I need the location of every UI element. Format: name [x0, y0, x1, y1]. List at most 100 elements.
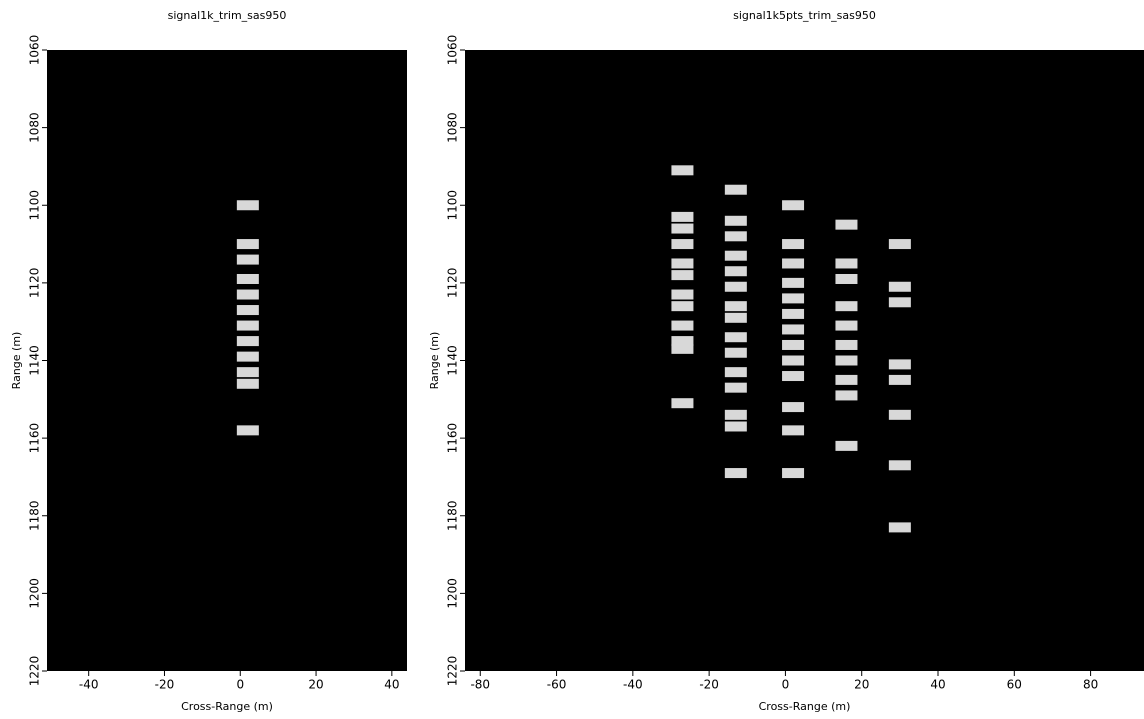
x-tick-label: 80: [1083, 678, 1098, 692]
target-return: [782, 425, 805, 436]
target-return: [835, 258, 858, 269]
target-return: [782, 402, 805, 413]
plot-area: [465, 50, 1144, 671]
target-return: [888, 522, 911, 533]
target-return: [724, 301, 747, 312]
x-tick-label: -40: [623, 678, 643, 692]
y-tick-label: 1060: [28, 35, 42, 66]
target-return: [888, 281, 911, 292]
x-tick-label: -40: [79, 678, 99, 692]
y-tick-label: 1160: [446, 423, 460, 454]
y-axis-label: Range (m): [10, 332, 23, 390]
y-tick-label: 1140: [446, 345, 460, 376]
x-tick-label: -80: [470, 678, 490, 692]
y-tick-label: 1080: [446, 112, 460, 143]
y-tick-label: 1120: [28, 268, 42, 299]
target-return: [236, 273, 259, 284]
target-return: [671, 301, 694, 312]
target-return: [835, 440, 858, 451]
target-return: [782, 239, 805, 250]
x-tick-label: 40: [930, 678, 945, 692]
target-return: [724, 347, 747, 358]
target-return: [782, 308, 805, 319]
target-return: [888, 297, 911, 308]
target-return: [236, 320, 259, 331]
x-tick-label: -20: [155, 678, 175, 692]
target-return: [236, 289, 259, 300]
target-return: [888, 374, 911, 385]
x-tick-label: 20: [854, 678, 869, 692]
target-return: [782, 277, 805, 288]
y-tick-label: 1200: [446, 578, 460, 609]
x-tick-label: 0: [236, 678, 244, 692]
y-tick-label: 1120: [446, 268, 460, 299]
y-tick-label: 1100: [28, 190, 42, 221]
target-return: [724, 312, 747, 323]
target-return: [671, 223, 694, 234]
target-return: [782, 293, 805, 304]
target-return: [671, 239, 694, 250]
target-return: [724, 266, 747, 277]
target-return: [724, 281, 747, 292]
target-return: [724, 367, 747, 378]
target-return: [782, 371, 805, 382]
x-tick-label: 20: [308, 678, 323, 692]
target-return: [888, 460, 911, 471]
target-return: [236, 239, 259, 250]
target-return: [835, 339, 858, 350]
x-tick-label: -60: [547, 678, 567, 692]
target-return: [724, 421, 747, 432]
target-return: [835, 390, 858, 401]
chart-title: signal1k_trim_sas950: [168, 9, 287, 22]
x-tick-label: 60: [1007, 678, 1022, 692]
target-return: [671, 398, 694, 409]
y-tick-label: 1140: [28, 345, 42, 376]
x-tick-label: 40: [384, 678, 399, 692]
target-return: [671, 336, 694, 347]
target-return: [835, 355, 858, 366]
y-tick-label: 1180: [28, 500, 42, 531]
y-tick-label: 1160: [28, 423, 42, 454]
target-return: [835, 374, 858, 385]
target-return: [724, 215, 747, 226]
target-return: [888, 239, 911, 250]
target-return: [835, 320, 858, 331]
y-tick-label: 1220: [446, 656, 460, 687]
target-return: [236, 200, 259, 211]
y-tick-label: 1100: [446, 190, 460, 221]
x-axis-label: Cross-Range (m): [759, 700, 851, 713]
target-return: [835, 273, 858, 284]
target-return: [724, 231, 747, 242]
target-return: [236, 305, 259, 316]
target-return: [888, 409, 911, 420]
y-tick-label: 1220: [28, 656, 42, 687]
target-return: [782, 324, 805, 335]
target-return: [835, 219, 858, 230]
x-axis-label: Cross-Range (m): [181, 700, 273, 713]
target-return: [782, 468, 805, 479]
plot-area: [47, 50, 407, 671]
target-return: [236, 351, 259, 362]
target-return: [236, 254, 259, 265]
target-return: [724, 468, 747, 479]
y-tick-label: 1080: [28, 112, 42, 143]
target-return: [236, 378, 259, 389]
target-return: [724, 409, 747, 420]
target-return: [782, 258, 805, 269]
target-return: [236, 367, 259, 378]
x-tick-label: -20: [699, 678, 719, 692]
x-tick-label: 0: [782, 678, 790, 692]
target-return: [671, 343, 694, 354]
target-return: [671, 211, 694, 222]
target-return: [724, 250, 747, 261]
target-return: [236, 425, 259, 436]
target-return: [782, 339, 805, 350]
chart-title: signal1k5pts_trim_sas950: [733, 9, 876, 22]
target-return: [888, 359, 911, 370]
target-return: [782, 200, 805, 211]
target-return: [671, 270, 694, 281]
target-return: [671, 289, 694, 300]
y-tick-label: 1060: [446, 35, 460, 66]
target-return: [671, 258, 694, 269]
